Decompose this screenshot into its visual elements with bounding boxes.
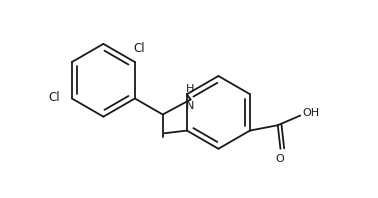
Text: Cl: Cl <box>48 91 60 104</box>
Text: O: O <box>275 154 284 164</box>
Text: Cl: Cl <box>133 42 145 55</box>
Text: N: N <box>186 101 194 111</box>
Text: H: H <box>186 84 195 94</box>
Text: OH: OH <box>302 109 319 118</box>
